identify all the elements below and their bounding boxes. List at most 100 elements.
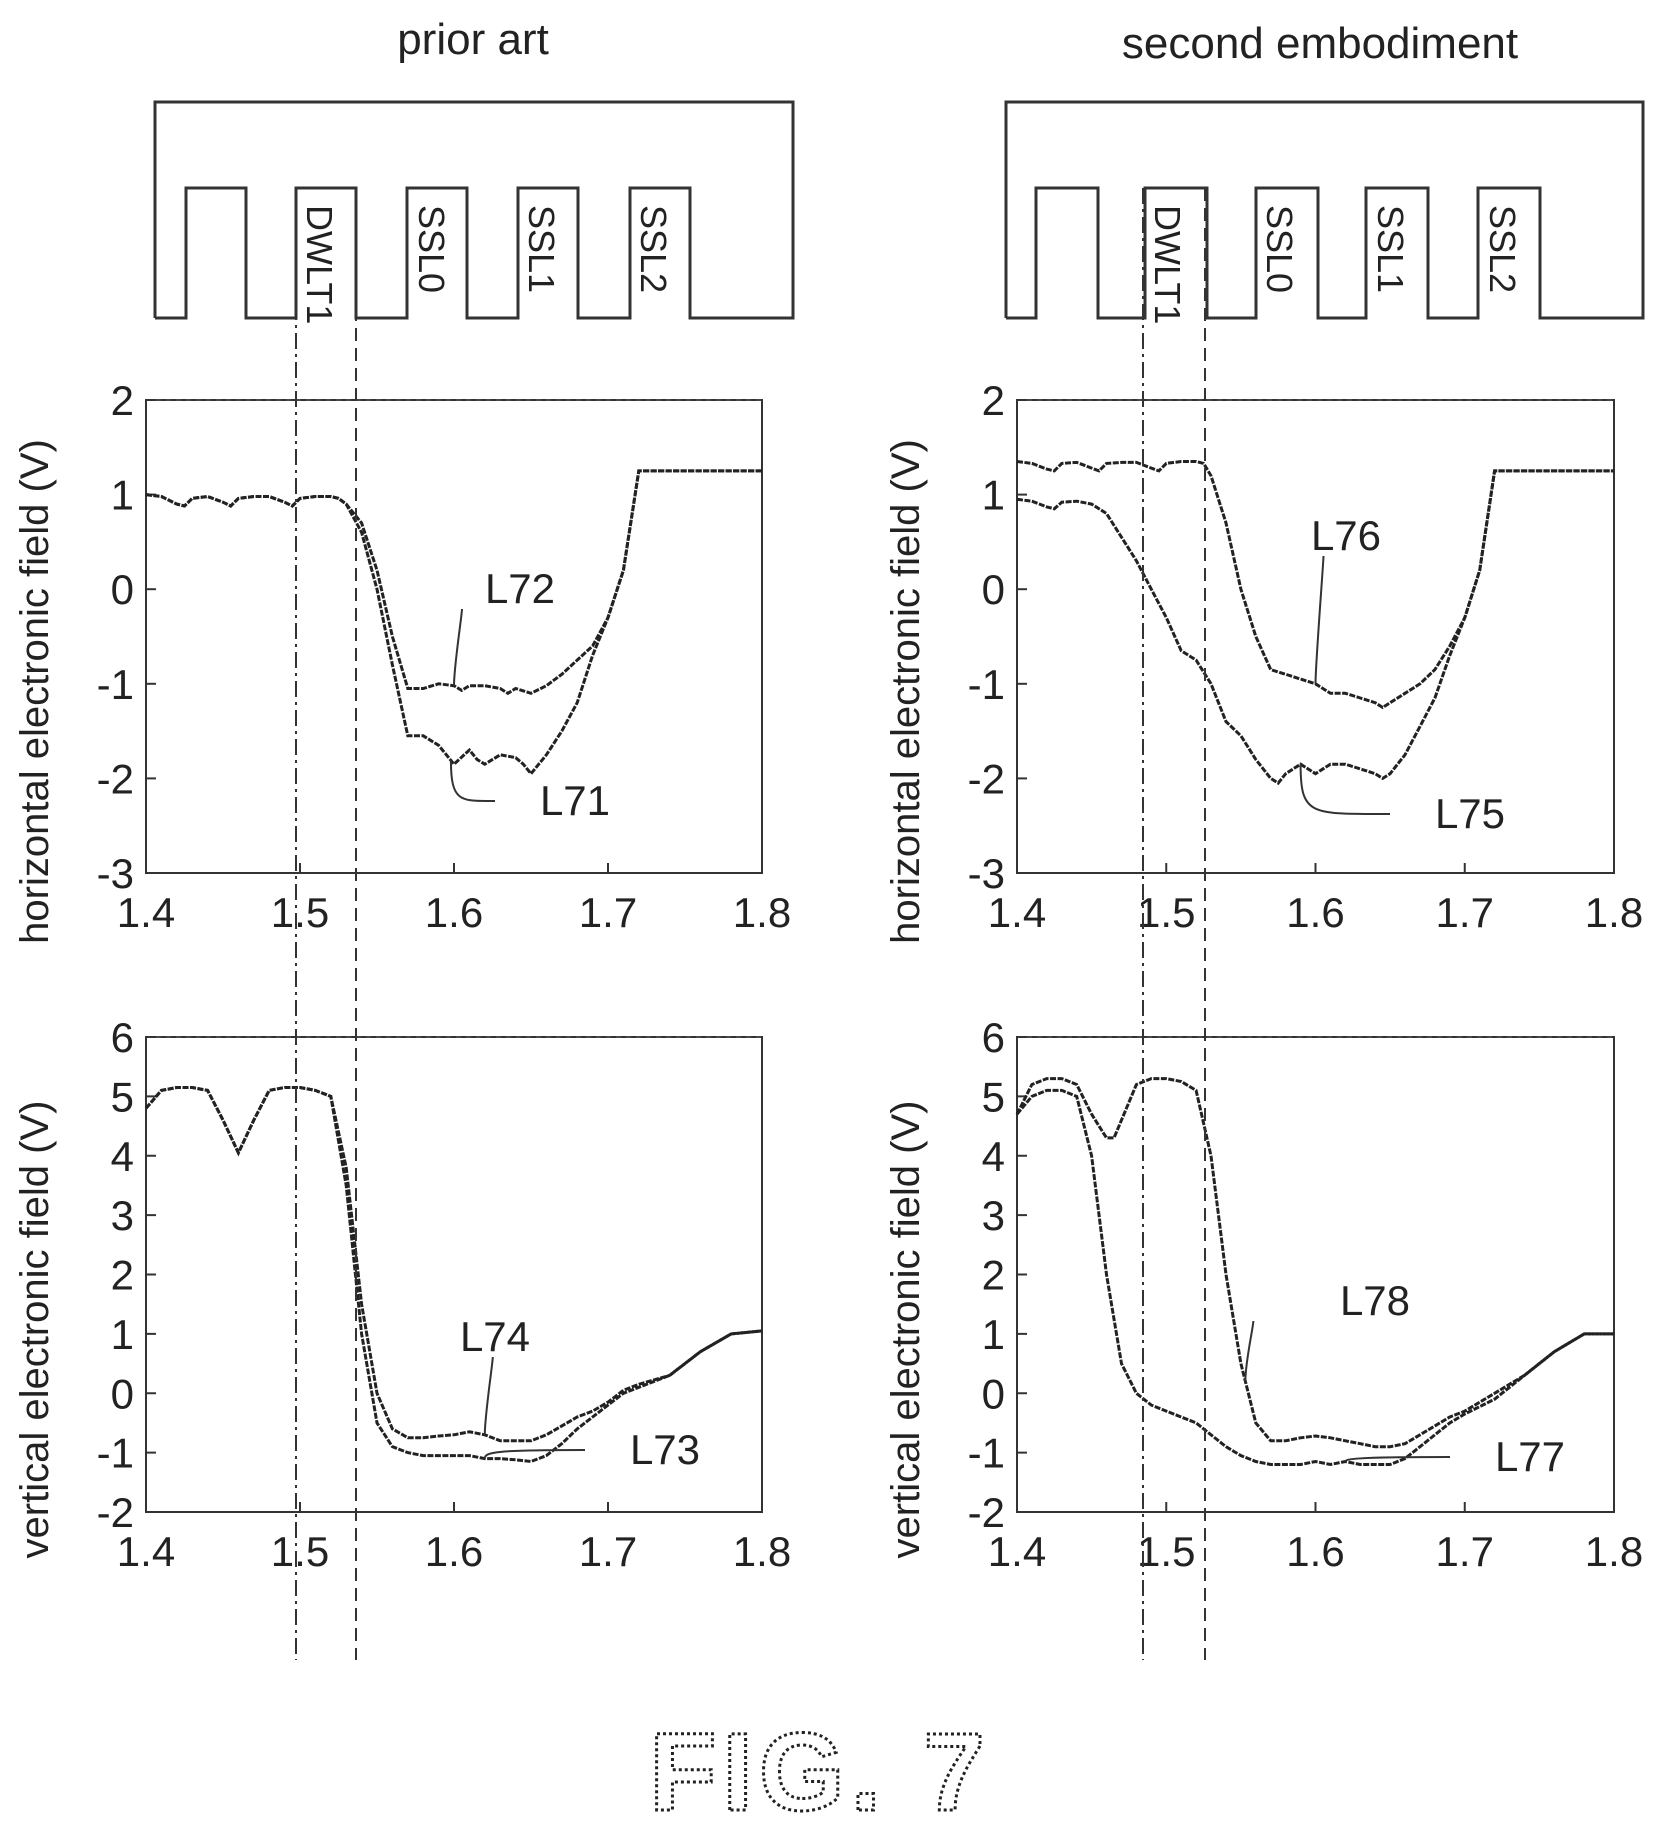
x-tick-label: 1.8	[733, 889, 791, 936]
x-tick-label: 1.7	[1436, 889, 1494, 936]
x-tick-label: 1.7	[1436, 1528, 1494, 1575]
callout-label-l77: L77	[1495, 1433, 1565, 1480]
x-tick-label: 1.5	[1137, 889, 1195, 936]
callout-label-l76: L76	[1311, 512, 1381, 559]
gate-label-ssl0: SSL0	[411, 205, 452, 293]
x-tick-label: 1.8	[1585, 889, 1643, 936]
x-tick-label: 1.6	[425, 889, 483, 936]
y-tick-label: 1	[982, 1311, 1005, 1358]
callout-leader	[1299, 764, 1391, 816]
x-tick-label: 1.7	[579, 1528, 637, 1575]
callout-leader	[483, 1449, 586, 1459]
callout-leader	[1344, 1456, 1451, 1462]
y-tick-label: 1	[111, 1311, 134, 1358]
x-tick-label: 1.5	[271, 1528, 329, 1575]
x-tick-label: 1.6	[1286, 1528, 1344, 1575]
callout-label-l71: L71	[540, 777, 610, 824]
callout-leader	[1314, 555, 1325, 684]
gate-label-ssl1: SSL1	[521, 205, 562, 293]
y-tick-label: 6	[982, 1014, 1005, 1061]
callout-label-l74: L74	[460, 1313, 530, 1360]
chart-horizontal-field-second-embodiment: -3 -2 -1 0 1 2 1.4 1.5 1.6 1.7 1.8 horizontal elect…	[884, 377, 1643, 944]
x-tick-label: 1.4	[988, 1528, 1046, 1575]
x-tick-label: 1.4	[988, 889, 1046, 936]
gate-labels-prior-art: DWLT1 SSL0 SSL1 SSL2	[299, 205, 674, 324]
series-line-l76	[1016, 460, 1614, 710]
y-tick-label: 1	[982, 472, 1005, 519]
gate-label-ssl1: SSL1	[1370, 205, 1411, 293]
series-line-l78	[1015, 1077, 1614, 1449]
y-axis-label: horizontal electronic field (V)	[13, 439, 57, 944]
y-tick-label: -2	[97, 755, 134, 802]
y-tick-label: 3	[982, 1192, 1005, 1239]
column-title-second-embodiment: second embodiment	[1122, 19, 1518, 68]
y-tick-label: 5	[982, 1073, 1005, 1120]
y-tick-label: 2	[111, 377, 134, 424]
y-tick-label: 0	[111, 566, 134, 613]
gate-structure-second-embodiment	[1004, 100, 1645, 320]
gate-label-dwlt1: DWLT1	[299, 205, 340, 324]
callout-leader	[453, 608, 463, 686]
y-tick-label: 2	[982, 1252, 1005, 1299]
gate-structure-prior-art	[153, 100, 795, 320]
x-tick-label: 1.4	[117, 889, 175, 936]
y-tick-label: 6	[111, 1014, 134, 1061]
x-tick-label: 1.6	[425, 1528, 483, 1575]
x-tick-label: 1.5	[1137, 1528, 1195, 1575]
gate-labels-second-embodiment: DWLT1 SSL0 SSL1 SSL2	[1147, 205, 1523, 324]
series-line-l72	[145, 469, 762, 696]
y-tick-label: -2	[968, 1489, 1005, 1536]
x-tick-label: 1.4	[117, 1528, 175, 1575]
chart-vertical-field-second-embodiment: -2 -1 0 1 2 3 4 5 6 1.4 1.5 1.6 1.7 1.8 vertical elect…	[884, 1014, 1643, 1575]
column-title-prior-art: prior art	[397, 15, 549, 64]
chart-horizontal-field-prior-art: -3 -2 -1 0 1 2 1.4 1.5 1.6 1.7 1.8 horizontal elect…	[13, 377, 791, 944]
y-tick-label: -3	[968, 850, 1005, 897]
x-tick-label: 1.8	[733, 1528, 791, 1575]
x-tick-label: 1.6	[1286, 889, 1344, 936]
y-axis-label: vertical electronic field (V)	[13, 1101, 57, 1559]
x-tick-label: 1.8	[1585, 1528, 1643, 1575]
y-tick-label: -1	[97, 661, 134, 708]
y-tick-label: 1	[111, 472, 134, 519]
y-tick-label: 3	[111, 1192, 134, 1239]
y-tick-label: 0	[111, 1370, 134, 1417]
y-tick-label: -1	[97, 1430, 134, 1477]
y-axis-label: horizontal electronic field (V)	[884, 439, 928, 944]
alignment-guides	[295, 188, 1206, 1660]
y-tick-label: -2	[968, 755, 1005, 802]
gate-structure-outline	[153, 100, 795, 320]
gate-structure-outline	[1004, 100, 1645, 320]
y-tick-label: 0	[982, 566, 1005, 613]
series-line-l74	[144, 1086, 763, 1443]
y-tick-label: 0	[982, 1370, 1005, 1417]
y-tick-label: -1	[968, 1430, 1005, 1477]
y-tick-label: 2	[111, 1252, 134, 1299]
callout-label-l78: L78	[1340, 1277, 1410, 1324]
x-tick-label: 1.5	[271, 889, 329, 936]
y-axis-label: vertical electronic field (V)	[884, 1101, 928, 1559]
chart-vertical-field-prior-art: -2 -1 0 1 2 3 4 5 6 1.4 1.5 1.6 1.7 1.8 vertical elect…	[13, 1014, 791, 1575]
callout-label-l72: L72	[485, 565, 555, 612]
callout-label-l75: L75	[1435, 790, 1505, 837]
y-tick-label: 5	[111, 1073, 134, 1120]
series-line-l73	[144, 1086, 763, 1464]
callout-leader	[449, 760, 496, 803]
series-line-l77	[1015, 1088, 1614, 1467]
series-line-l71	[145, 469, 762, 777]
gate-label-ssl2: SSL2	[633, 205, 674, 293]
series-line-l75	[1016, 469, 1614, 786]
gate-label-dwlt1: DWLT1	[1147, 205, 1188, 324]
gate-label-ssl0: SSL0	[1259, 205, 1300, 293]
y-tick-label: 4	[982, 1133, 1005, 1180]
callout-leader	[1244, 1320, 1255, 1382]
y-tick-label: -3	[97, 850, 134, 897]
x-tick-label: 1.7	[579, 889, 637, 936]
y-tick-label: 2	[982, 377, 1005, 424]
gate-label-ssl2: SSL2	[1482, 205, 1523, 293]
y-tick-label: -1	[968, 661, 1005, 708]
y-tick-label: -2	[97, 1489, 134, 1536]
callout-leader	[483, 1356, 494, 1435]
callout-label-l73: L73	[630, 1426, 700, 1473]
figure-caption: FIG. 7	[649, 1711, 991, 1834]
